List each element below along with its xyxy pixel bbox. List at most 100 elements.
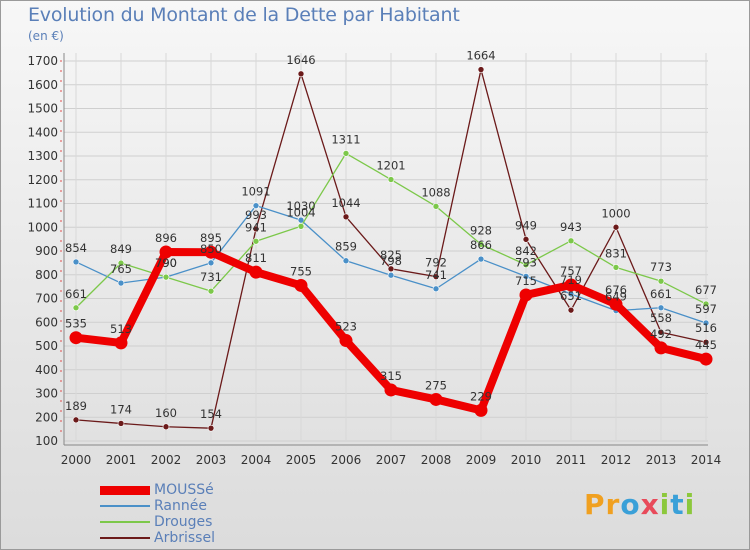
data-label-ranne: 1091	[241, 185, 270, 199]
data-label-ranne: 719	[560, 273, 582, 287]
data-point-arbrissel	[477, 66, 485, 73]
grid-lines	[64, 53, 708, 442]
data-point-drouges	[702, 300, 710, 308]
data-point-ranne	[477, 255, 485, 263]
data-point-drouges	[252, 237, 260, 245]
data-point-drouges	[522, 261, 530, 269]
y-axis: 100 200 300 400 500 600 700 800 900 1000 1100 1200 1…	[27, 53, 65, 448]
data-label-ranne: 765	[110, 262, 132, 276]
data-point-ranne	[72, 258, 80, 266]
y-tick-label: 900	[35, 244, 58, 258]
y-tick-label: 1100	[27, 197, 58, 211]
data-label-ranne: 1030	[286, 199, 315, 213]
data-label-mouss: 896	[155, 231, 177, 245]
data-label-mouss: 513	[110, 322, 132, 336]
data-label-ranne: 859	[335, 240, 357, 254]
x-tick-label: 2014	[691, 453, 722, 467]
y-tick-label: 1300	[27, 149, 58, 163]
data-point-drouges	[567, 237, 575, 245]
legend-swatch	[100, 537, 150, 539]
y-tick-label: 1700	[27, 54, 58, 68]
data-label-drouges: 773	[650, 260, 672, 274]
data-point-arbrissel	[702, 338, 710, 346]
chart-title: Evolution du Montant de la Dette par Hab…	[28, 4, 460, 26]
data-point-arbrissel	[612, 223, 620, 231]
legend-item: Arbrissel	[100, 530, 215, 546]
x-tick-label: 2011	[556, 453, 587, 467]
data-label-ranne: 597	[695, 302, 717, 316]
data-point-arbrissel	[522, 236, 530, 243]
data-point-mouss	[564, 278, 578, 292]
data-point-mouss	[474, 403, 488, 417]
data-point-arbrissel	[162, 423, 170, 431]
x-tick-label: 2002	[151, 453, 182, 467]
data-point-drouges	[162, 273, 170, 281]
data-label-arbrissel: 160	[155, 406, 177, 420]
data-label-arbrissel: 792	[425, 256, 447, 270]
legend-label: Rannée	[154, 497, 207, 514]
data-point-mouss	[204, 245, 218, 259]
data-point-arbrissel	[432, 273, 440, 280]
data-point-mouss	[69, 331, 83, 345]
data-point-mouss	[429, 392, 443, 406]
data-label-ranne: 793	[515, 255, 537, 269]
data-point-drouges	[612, 264, 620, 271]
data-point-drouges	[477, 241, 485, 248]
data-label-arbrissel: 949	[515, 218, 537, 232]
data-label-ranne: 661	[650, 287, 672, 301]
data-labels-layer: 189 174 160 154 993 1646 1044 825 792 1664 949 651 1…	[65, 49, 717, 422]
data-point-arbrissel	[567, 306, 575, 314]
unit-label: (en €)	[28, 29, 64, 43]
data-label-mouss: 715	[515, 274, 537, 288]
data-label-ranne: 850	[200, 242, 222, 256]
data-label-ranne: 798	[380, 254, 402, 268]
data-point-mouss	[294, 278, 308, 292]
data-point-arbrissel	[657, 328, 665, 336]
data-label-arbrissel: 993	[245, 208, 267, 222]
data-label-ranne: 741	[425, 268, 447, 282]
data-label-mouss: 676	[605, 283, 627, 297]
data-label-mouss: 895	[200, 231, 222, 245]
data-label-drouges: 790	[155, 256, 177, 270]
data-label-ranne: 854	[65, 241, 87, 255]
y-tick-label: 500	[35, 339, 58, 353]
y-tick-label: 1600	[27, 78, 58, 92]
data-point-arbrissel	[72, 416, 80, 424]
data-point-drouges	[387, 176, 395, 183]
data-point-arbrissel	[387, 265, 395, 273]
legend-swatch	[100, 505, 150, 507]
x-tick-label: 2001	[106, 453, 137, 467]
data-point-ranne	[522, 273, 530, 280]
y-tick-label: 300	[35, 387, 58, 401]
y-tick-label: 100	[35, 434, 58, 448]
data-label-mouss: 275	[425, 378, 447, 392]
legend-swatch	[100, 485, 150, 495]
data-label-mouss: 757	[560, 264, 582, 278]
data-point-mouss	[654, 341, 668, 355]
data-point-arbrissel	[297, 70, 305, 78]
data-point-mouss	[609, 297, 623, 311]
x-tick-label: 2013	[646, 453, 677, 467]
data-label-arbrissel: 189	[65, 399, 87, 413]
data-label-arbrissel: 1044	[331, 196, 360, 210]
data-label-mouss: 229	[470, 389, 492, 403]
legend: MOUSSé Rannée Drouges Arbrissel	[100, 482, 215, 546]
x-tick-label: 2007	[376, 453, 407, 467]
data-label-mouss: 445	[695, 338, 717, 352]
y-tick-label: 1000	[27, 220, 58, 234]
data-point-ranne	[207, 259, 215, 267]
y-tick-label: 600	[35, 315, 58, 329]
data-label-drouges: 943	[560, 220, 582, 234]
x-tick-label: 2004	[241, 453, 272, 467]
x-tick-label: 2006	[331, 453, 362, 467]
x-tick-label: 2010	[511, 453, 542, 467]
data-label-arbrissel: 154	[200, 407, 222, 421]
data-point-drouges	[432, 203, 440, 210]
data-label-mouss: 535	[65, 317, 87, 331]
data-point-drouges	[657, 277, 665, 285]
data-point-mouss	[519, 288, 533, 302]
data-point-mouss	[699, 352, 713, 366]
x-tick-label: 2005	[286, 453, 317, 467]
data-point-ranne	[117, 279, 125, 287]
